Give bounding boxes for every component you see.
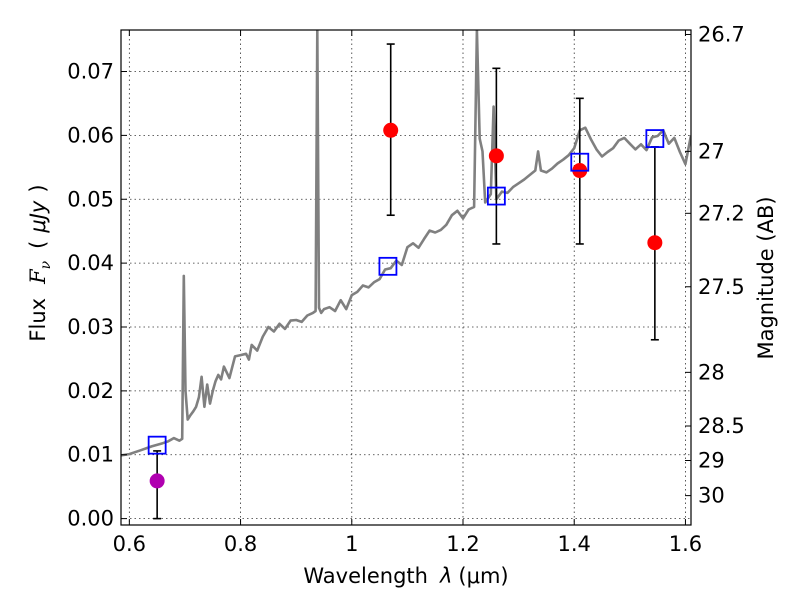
model-photometry-point — [570, 152, 590, 172]
x-tick-label: 0.6 — [113, 532, 146, 556]
y-tick-label: 0.03 — [67, 315, 114, 339]
axis-ticks — [121, 30, 691, 525]
model-photometry-point — [378, 256, 398, 276]
x-tick-label: 1 — [345, 532, 358, 556]
y2-axis-title: Magnitude (AB) — [754, 196, 778, 359]
model-photometry-points — [147, 129, 665, 455]
y-tick-label: 0.07 — [67, 60, 114, 84]
y2-tick-label: 28.5 — [698, 414, 745, 438]
error-bars — [153, 43, 659, 520]
y2-tick-label: 27.5 — [698, 275, 745, 299]
model-photometry-point — [147, 435, 167, 455]
model-spectrum — [121, 30, 691, 457]
y2-tick-label: 29 — [698, 448, 725, 472]
x-axis-title: Wavelength λ (μm) — [303, 564, 508, 588]
y2-tick-label: 27 — [698, 139, 725, 163]
x-tick-labels: 0.6 0.8 1 1.2 1.4 1.6 — [113, 532, 703, 556]
observed-point — [647, 235, 663, 251]
y-tick-label: 0.02 — [67, 379, 114, 403]
model-photometry-point — [645, 129, 665, 148]
observed-point — [149, 473, 165, 489]
y2-tick-label: 28 — [698, 360, 725, 384]
spectrum-line — [121, 30, 691, 457]
plot-frame — [120, 29, 692, 526]
y-tick-label: 0.05 — [67, 187, 114, 211]
y2-tick-label: 26.7 — [698, 22, 745, 46]
observed-points — [149, 122, 663, 489]
x-tick-label: 1.6 — [669, 532, 702, 556]
y-tick-labels: 0.00 0.01 0.02 0.03 0.04 0.05 0.06 0.07 — [67, 60, 114, 531]
y-tick-label: 0.04 — [67, 251, 114, 275]
y2-tick-label: 30 — [698, 484, 725, 508]
model-photometry-point — [486, 186, 506, 206]
x-tick-label: 1.4 — [558, 532, 591, 556]
y-tick-label: 0.00 — [67, 507, 114, 531]
y-tick-label: 0.06 — [67, 123, 114, 147]
y2-tick-label: 27.2 — [698, 201, 745, 225]
grid — [121, 30, 691, 525]
observed-point — [488, 148, 504, 164]
y-axis-title: FluxFν(μJy) — [26, 184, 54, 341]
y2-tick-labels: 26.7 27 27.2 27.5 28 28.5 29 30 — [698, 22, 745, 507]
x-tick-label: 0.8 — [224, 532, 257, 556]
x-tick-label: 1.2 — [446, 532, 479, 556]
y-tick-label: 0.01 — [67, 443, 114, 467]
observed-point — [383, 122, 399, 138]
